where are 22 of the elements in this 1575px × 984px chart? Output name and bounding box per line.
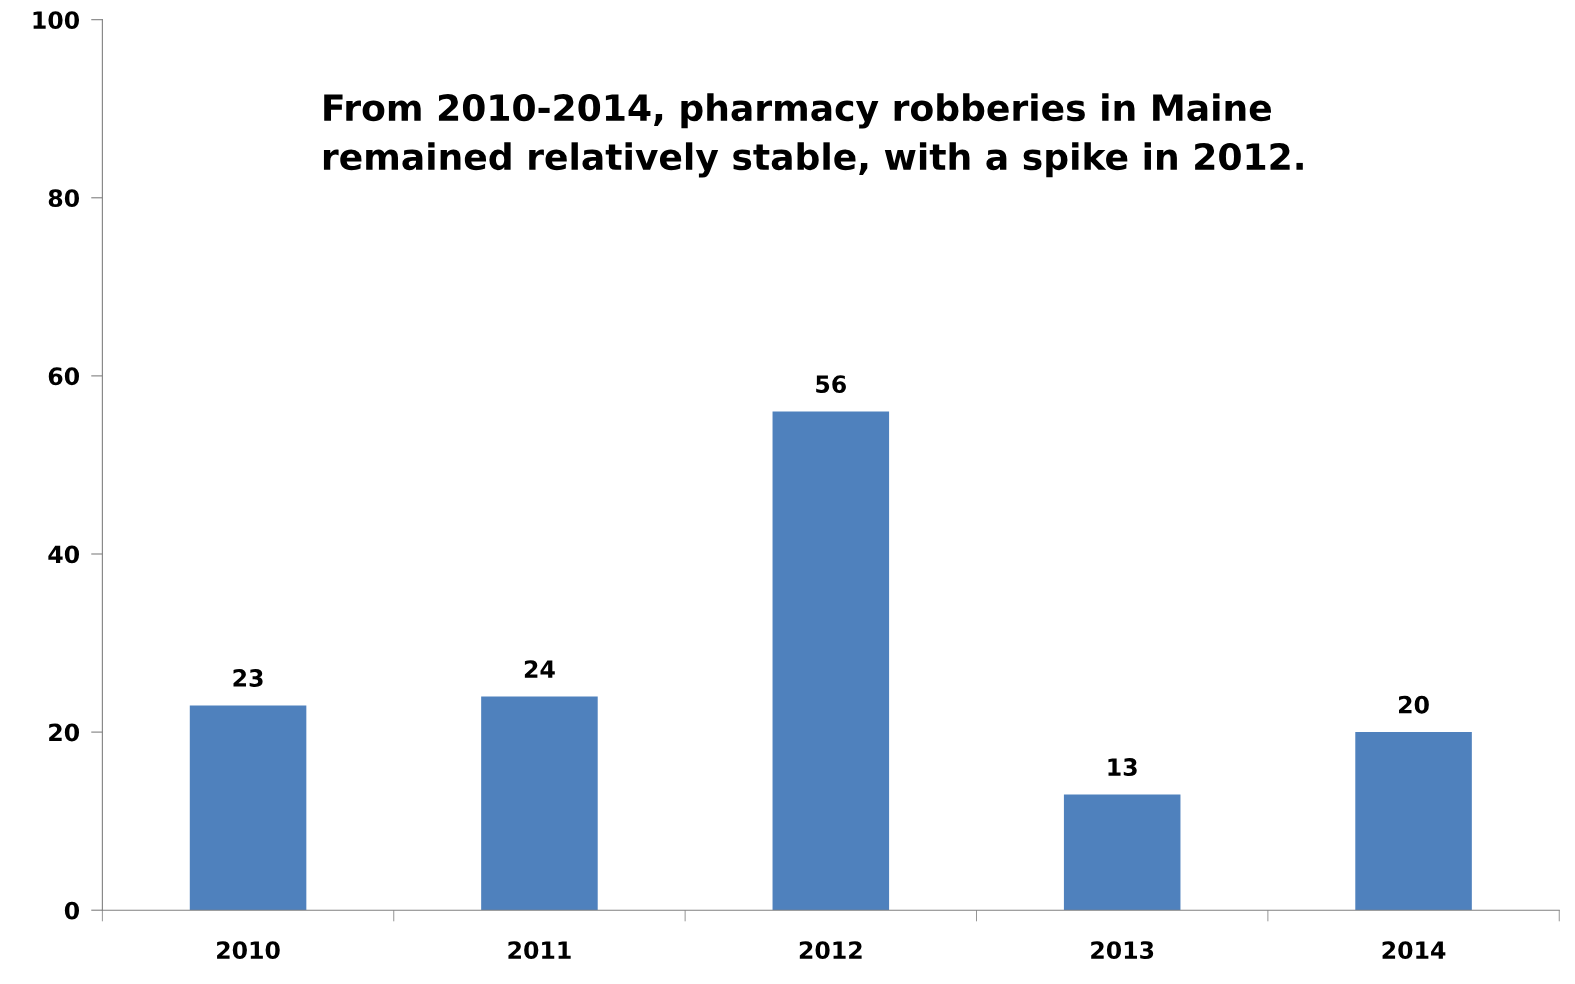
y-tick-label: 60 [48,367,80,386]
data-label: 20 [1399,695,1429,714]
x-tick-label: 2014 [1382,941,1446,960]
y-tick-label: 0 [64,901,80,920]
x-tick-label: 2013 [1091,941,1154,960]
bar [481,696,598,911]
x-tick-label: 2012 [799,941,862,960]
y-tick-label: 20 [49,723,80,742]
data-label: 24 [524,660,555,678]
bar [772,411,890,911]
text: From 2010-2014, pharmacy robberies in Maine remained relatively stable, with a spike in 2012. [323,93,1303,178]
y-tick-label: 100 [33,11,80,29]
data-label: 56 [816,375,846,394]
bar [1063,794,1181,911]
y-tick-label: 40 [48,545,80,564]
x-tick-label: 2011 [508,941,571,960]
bar [1355,732,1472,911]
x-tick-label: 2010 [217,941,280,960]
y-tick-label: 80 [48,189,80,208]
data-label: 23 [233,669,263,687]
bar [189,705,307,911]
data-label: 13 [1108,758,1137,776]
